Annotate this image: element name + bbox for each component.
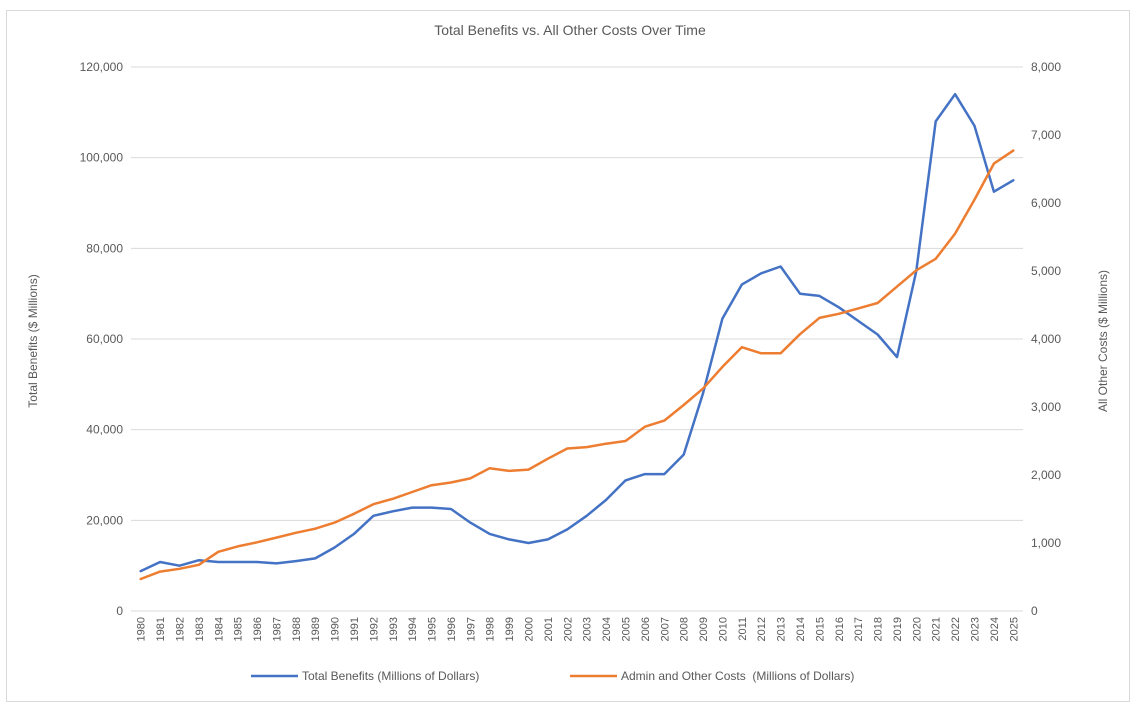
x-tick-label: 2019 (892, 617, 904, 641)
series-lines (139, 92, 1015, 581)
x-tick-label: 2006 (640, 617, 652, 641)
x-tick-label: 2009 (698, 617, 710, 641)
left-tick-label: 120,000 (80, 60, 124, 74)
left-tick-label: 0 (116, 604, 123, 618)
left-tick-label: 80,000 (86, 241, 123, 255)
left-tick-label: 60,000 (86, 332, 123, 346)
x-tick-label: 2001 (543, 617, 555, 641)
x-tick-label: 1993 (388, 617, 400, 641)
line-chart: Total Benefits vs. All Other Costs Over … (26, 22, 1110, 683)
x-tick-label: 1996 (446, 617, 458, 641)
x-tick-label: 2003 (582, 617, 594, 641)
x-tick-label: 2004 (601, 617, 613, 641)
x-tick-label: 1989 (310, 617, 322, 641)
x-tick-label: 2014 (795, 617, 807, 641)
left-axis-ticks: 0 20,000 40,000 60,000 80,000 100,000 120,000 (80, 60, 124, 618)
right-tick-label: 6,000 (1031, 196, 1061, 210)
x-tick-label: 2013 (776, 617, 788, 641)
x-tick-label: 1987 (271, 617, 283, 641)
x-tick-label: 2024 (989, 617, 1001, 641)
x-tick-label: 2012 (756, 617, 768, 641)
x-axis-ticks: 1980 1981 1982 1983 1984 1985 1986 1987 1988 1989… (136, 617, 1021, 641)
legend: Total Benefits (Millions of Dollars) Adm… (251, 669, 854, 683)
x-tick-label: 1999 (504, 617, 516, 641)
x-tick-label: 1988 (291, 617, 303, 641)
chart-title: Total Benefits vs. All Other Costs Over … (434, 22, 706, 38)
chart-frame: Total Benefits vs. All Other Costs Over … (6, 10, 1130, 702)
x-tick-label: 1997 (465, 617, 477, 641)
x-tick-label: 1994 (407, 617, 419, 641)
series-line-total-benefits (139, 92, 1015, 573)
x-tick-label: 1984 (213, 617, 225, 641)
x-tick-label: 2015 (814, 617, 826, 641)
right-axis-title: All Other Costs ($ Millions) (1096, 270, 1110, 412)
x-tick-label: 1990 (330, 617, 342, 641)
left-tick-label: 100,000 (80, 151, 124, 165)
x-tick-label: 2002 (562, 617, 574, 641)
x-tick-label: 1981 (155, 617, 167, 641)
right-tick-label: 2,000 (1031, 468, 1061, 482)
x-tick-label: 2011 (737, 617, 749, 641)
x-tick-label: 1998 (485, 617, 497, 641)
x-tick-label: 1995 (427, 617, 439, 641)
x-tick-label: 1985 (233, 617, 245, 641)
right-tick-label: 8,000 (1031, 60, 1061, 74)
right-tick-label: 7,000 (1031, 128, 1061, 142)
legend-label-total-benefits: Total Benefits (Millions of Dollars) (302, 669, 479, 683)
x-tick-label: 2008 (679, 617, 691, 641)
right-tick-label: 3,000 (1031, 400, 1061, 414)
x-tick-label: 1986 (252, 617, 264, 641)
x-tick-label: 1980 (136, 617, 148, 641)
x-tick-label: 1992 (368, 617, 380, 641)
x-tick-label: 2020 (911, 617, 923, 641)
x-tick-label: 2016 (834, 617, 846, 641)
x-tick-label: 1982 (174, 617, 186, 641)
left-tick-label: 40,000 (86, 423, 123, 437)
x-tick-label: 2018 (873, 617, 885, 641)
left-tick-label: 20,000 (86, 513, 123, 527)
x-tick-label: 2000 (524, 617, 536, 641)
right-tick-label: 5,000 (1031, 264, 1061, 278)
x-tick-label: 2022 (950, 617, 962, 641)
x-tick-label: 2023 (970, 617, 982, 641)
x-tick-label: 2007 (659, 617, 671, 641)
x-tick-label: 1991 (349, 617, 361, 641)
x-tick-label: 2021 (931, 617, 943, 641)
right-axis-ticks: 0 1,000 2,000 3,000 4,000 5,000 6,000 7,000 8,00… (1031, 60, 1061, 618)
x-tick-label: 2010 (717, 617, 729, 641)
right-tick-label: 4,000 (1031, 332, 1061, 346)
x-tick-label: 1983 (194, 617, 206, 641)
x-tick-label: 2005 (620, 617, 632, 641)
x-tick-label: 2017 (853, 617, 865, 641)
right-tick-label: 0 (1031, 604, 1038, 618)
gridlines (131, 66, 1023, 521)
series-line-admin-costs (139, 149, 1015, 581)
right-tick-label: 1,000 (1031, 536, 1061, 550)
left-axis-title: Total Benefits ($ Millions) (26, 274, 40, 407)
x-tick-label: 2025 (1008, 617, 1020, 641)
legend-label-admin-costs: Admin and Other Costs (Millions of Dolla… (621, 669, 854, 683)
